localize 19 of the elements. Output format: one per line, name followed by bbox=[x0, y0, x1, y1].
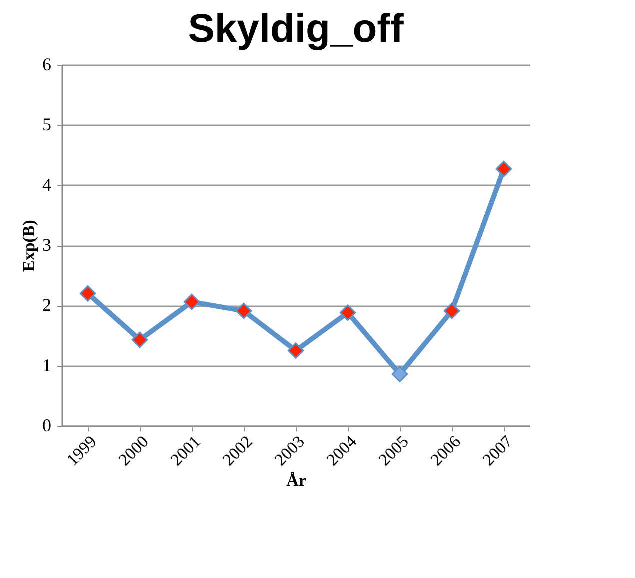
point bbox=[496, 160, 512, 178]
y-tick-label: 5 bbox=[42, 114, 52, 135]
y-tick-label: 2 bbox=[42, 295, 52, 316]
y-tick-label: 1 bbox=[42, 355, 52, 376]
point bbox=[444, 302, 460, 320]
point bbox=[340, 304, 356, 322]
chart-title: Skyldig_off bbox=[188, 7, 404, 51]
point bbox=[288, 342, 304, 359]
point bbox=[392, 366, 408, 382]
y-tick-label: 0 bbox=[42, 416, 52, 436]
x-axis-title: År bbox=[286, 470, 307, 490]
y-tick-label: 6 bbox=[42, 54, 52, 74]
point bbox=[236, 302, 252, 320]
point bbox=[80, 285, 96, 302]
point bbox=[184, 294, 200, 310]
y-axis-title: Exp(B) bbox=[20, 220, 38, 272]
y-tick-label: 4 bbox=[42, 174, 52, 195]
y-tick-label: 3 bbox=[42, 235, 52, 255]
point bbox=[132, 332, 148, 348]
